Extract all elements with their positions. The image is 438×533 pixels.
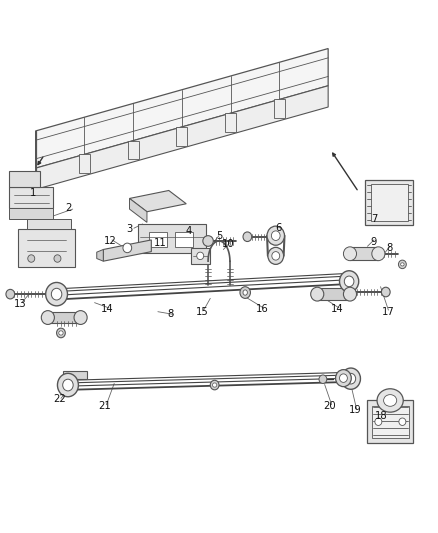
Polygon shape xyxy=(127,141,138,159)
Polygon shape xyxy=(149,232,166,247)
Ellipse shape xyxy=(339,271,359,292)
Polygon shape xyxy=(175,232,193,247)
Polygon shape xyxy=(97,249,103,261)
Ellipse shape xyxy=(399,418,406,425)
Ellipse shape xyxy=(372,247,385,261)
Ellipse shape xyxy=(381,287,390,297)
Ellipse shape xyxy=(336,369,351,386)
Text: 2: 2 xyxy=(65,203,71,213)
Ellipse shape xyxy=(197,252,204,260)
Ellipse shape xyxy=(319,375,327,383)
Text: 7: 7 xyxy=(371,214,377,224)
Text: 21: 21 xyxy=(98,401,111,411)
Text: 4: 4 xyxy=(185,226,191,236)
Text: 18: 18 xyxy=(375,411,388,422)
Polygon shape xyxy=(10,208,53,219)
Text: 20: 20 xyxy=(324,401,336,411)
Ellipse shape xyxy=(57,373,78,397)
Ellipse shape xyxy=(344,276,354,287)
Ellipse shape xyxy=(343,247,357,261)
Polygon shape xyxy=(103,240,151,261)
Ellipse shape xyxy=(203,236,213,246)
Polygon shape xyxy=(35,49,328,168)
Text: 16: 16 xyxy=(256,304,269,314)
Polygon shape xyxy=(365,180,413,225)
Polygon shape xyxy=(18,229,75,266)
Polygon shape xyxy=(10,187,53,208)
Text: 9: 9 xyxy=(371,237,377,247)
Ellipse shape xyxy=(46,282,67,306)
Text: 11: 11 xyxy=(154,238,166,247)
Text: 6: 6 xyxy=(275,223,281,233)
Text: 8: 8 xyxy=(168,309,174,319)
Text: 1: 1 xyxy=(30,188,37,198)
Polygon shape xyxy=(317,288,350,300)
Polygon shape xyxy=(138,224,206,253)
Ellipse shape xyxy=(243,290,247,295)
Polygon shape xyxy=(130,198,147,222)
Polygon shape xyxy=(35,86,328,189)
Text: 15: 15 xyxy=(196,306,209,317)
Ellipse shape xyxy=(377,389,403,412)
Polygon shape xyxy=(63,371,87,379)
Ellipse shape xyxy=(311,287,324,301)
Ellipse shape xyxy=(268,247,284,264)
Ellipse shape xyxy=(41,311,54,325)
Text: 13: 13 xyxy=(14,298,27,309)
Ellipse shape xyxy=(375,418,382,425)
Ellipse shape xyxy=(54,255,61,262)
Polygon shape xyxy=(130,190,186,212)
Polygon shape xyxy=(350,247,378,260)
Text: 22: 22 xyxy=(53,394,66,405)
Ellipse shape xyxy=(267,226,285,245)
Text: 12: 12 xyxy=(103,236,116,246)
Text: 14: 14 xyxy=(101,304,114,314)
Ellipse shape xyxy=(51,288,62,300)
Ellipse shape xyxy=(343,287,357,301)
Ellipse shape xyxy=(57,328,65,338)
Polygon shape xyxy=(372,406,409,438)
Ellipse shape xyxy=(240,287,251,298)
Ellipse shape xyxy=(59,331,63,335)
Polygon shape xyxy=(48,312,81,324)
Polygon shape xyxy=(371,184,408,221)
Polygon shape xyxy=(27,219,71,229)
Text: 5: 5 xyxy=(216,231,222,241)
Polygon shape xyxy=(177,127,187,146)
Polygon shape xyxy=(274,100,285,118)
Polygon shape xyxy=(225,113,236,132)
Ellipse shape xyxy=(346,373,356,384)
Text: 3: 3 xyxy=(127,224,133,235)
Ellipse shape xyxy=(272,252,280,260)
Polygon shape xyxy=(79,155,90,173)
Ellipse shape xyxy=(74,311,87,325)
Ellipse shape xyxy=(399,260,406,269)
Ellipse shape xyxy=(28,255,35,262)
Ellipse shape xyxy=(401,263,404,266)
Ellipse shape xyxy=(384,394,397,406)
Polygon shape xyxy=(191,248,210,264)
Ellipse shape xyxy=(6,289,14,299)
Ellipse shape xyxy=(63,379,73,391)
Text: 17: 17 xyxy=(381,306,394,317)
Polygon shape xyxy=(10,171,40,187)
Ellipse shape xyxy=(123,243,132,253)
Ellipse shape xyxy=(243,232,252,241)
Ellipse shape xyxy=(341,368,360,389)
Ellipse shape xyxy=(339,374,347,382)
Ellipse shape xyxy=(272,231,280,240)
Ellipse shape xyxy=(212,383,217,387)
Text: 8: 8 xyxy=(386,243,392,253)
Text: 14: 14 xyxy=(331,304,343,314)
Ellipse shape xyxy=(210,380,219,390)
Polygon shape xyxy=(367,400,413,443)
Text: 19: 19 xyxy=(349,405,362,415)
Text: 10: 10 xyxy=(222,239,234,248)
